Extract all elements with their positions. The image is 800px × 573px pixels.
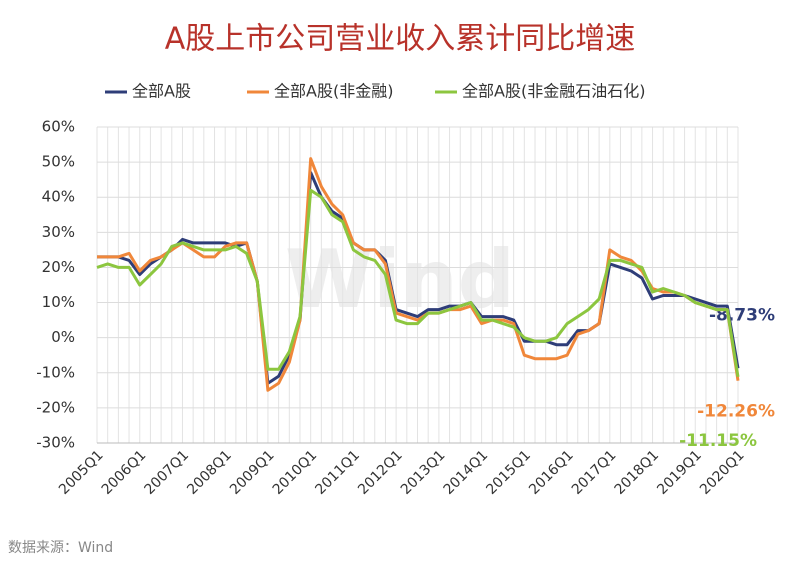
x-tick-label: 2020Q1 [697,447,748,498]
x-tick-label: 2008Q1 [184,447,235,498]
x-tick-label: 2018Q1 [612,447,663,498]
x-tick-label: 2012Q1 [355,447,406,498]
y-tick-label: -10% [36,363,75,381]
data-label: -12.26% [697,402,775,422]
x-tick-label: 2016Q1 [526,447,577,498]
x-tick-label: 2010Q1 [270,447,321,498]
x-tick-label: 2019Q1 [654,447,705,498]
x-tick-label: 2015Q1 [483,447,534,498]
y-tick-label: 20% [42,258,75,276]
x-tick-label: 2017Q1 [569,447,620,498]
series-line [96,188,740,378]
y-tick-label: 0% [51,328,75,346]
series-line [97,157,740,392]
chart-title: A股上市公司营业收入累计同比增速 [165,22,636,57]
x-tick-label: 2013Q1 [398,447,449,498]
grid [96,126,739,444]
x-tick-label: 2014Q1 [441,447,492,498]
series-line [97,171,740,385]
x-tick-label: 2006Q1 [99,447,150,498]
x-tick-label: 2009Q1 [227,447,278,498]
y-tick-label: 60% [42,118,75,136]
y-tick-label: 30% [42,223,75,241]
y-tick-label: -20% [36,398,75,416]
x-tick-label: 2005Q1 [56,447,107,498]
legend-label: 全部A股(非金融) [274,82,393,101]
source: 数据来源：Wind [8,540,113,556]
legend-label: 全部A股 [132,82,191,101]
y-tick-label: -30% [36,434,75,452]
x-tick-label: 2007Q1 [142,447,193,498]
y-tick-label: 40% [42,188,75,206]
data-label: -11.15% [679,431,757,451]
y-tick-label: 10% [42,293,75,311]
y-tick-label: 50% [42,153,75,171]
legend-label: 全部A股(非金融石油石化) [462,82,645,101]
x-tick-label: 2011Q1 [312,447,363,498]
